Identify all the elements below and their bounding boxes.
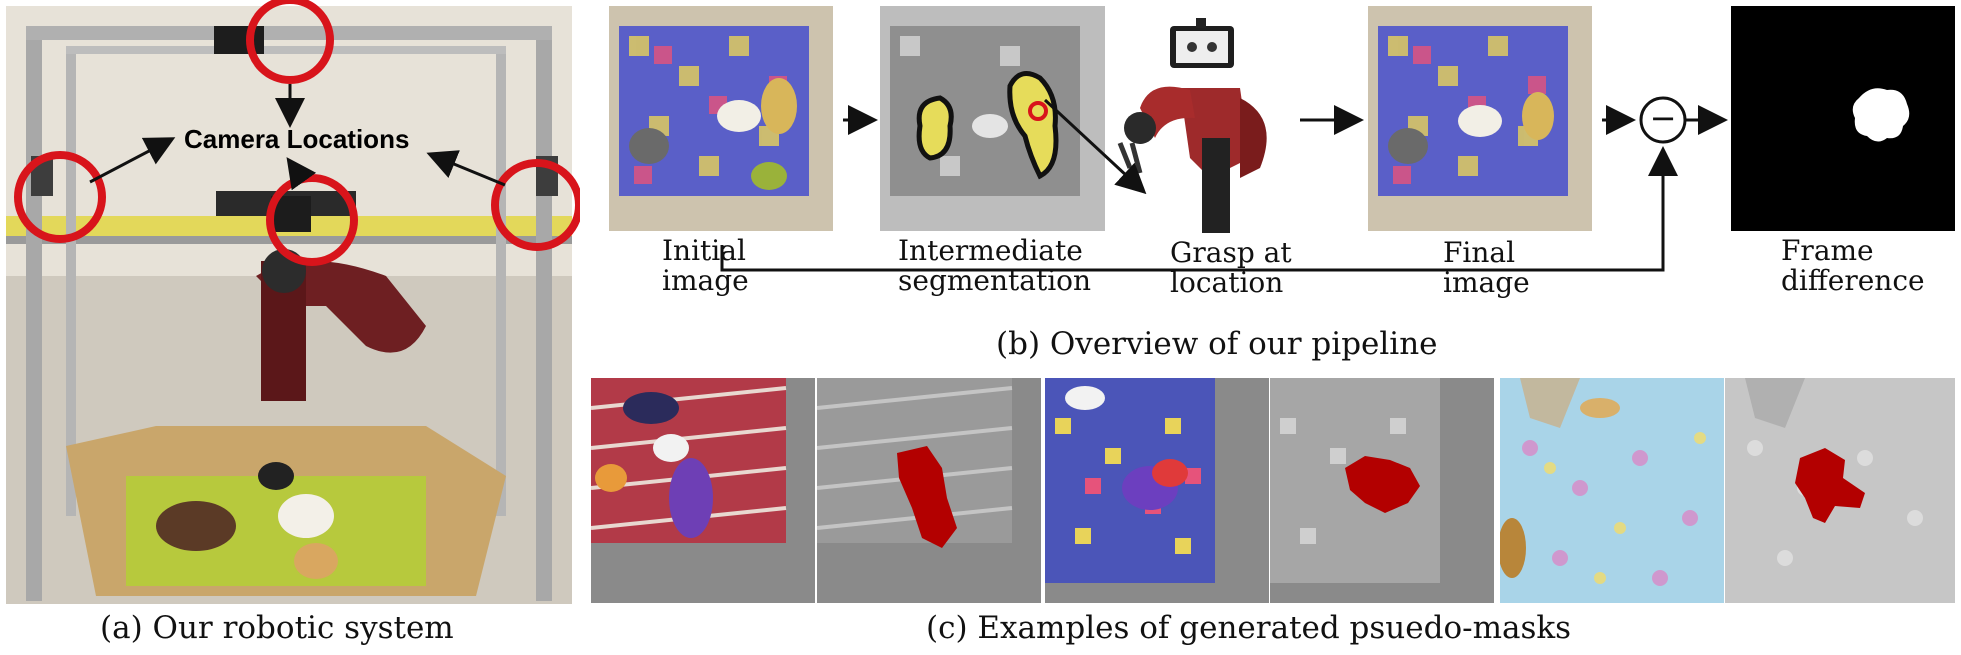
camera-circle-center <box>266 174 358 266</box>
example-3-mask <box>1725 378 1955 603</box>
camera-circle-top <box>246 0 334 84</box>
example-1-original <box>591 378 815 603</box>
initial-image-thumbnail <box>609 6 833 231</box>
minus-operator-icon <box>1639 96 1687 144</box>
camera-annotations <box>14 0 580 266</box>
step-label-final: Final image <box>1443 236 1530 299</box>
example-2-mask <box>1270 378 1494 603</box>
example-2-original <box>1045 378 1269 603</box>
intermediate-segmentation-thumbnail <box>880 6 1105 231</box>
camera-locations-label: Camera Locations <box>184 124 410 154</box>
robot-grasp-image <box>1110 18 1290 233</box>
arrow-segmentation-to-grasp <box>1043 98 1147 195</box>
feedback-line <box>720 146 1678 272</box>
example-3-original <box>1500 378 1724 603</box>
camera-circle-right <box>491 159 580 251</box>
caption-a: (a) Our robotic system <box>100 610 454 646</box>
camera-circle-left <box>14 151 106 243</box>
caption-b: (b) Overview of our pipeline <box>996 326 1438 362</box>
final-image-thumbnail <box>1368 6 1592 231</box>
pipeline-arrows <box>720 96 1728 272</box>
operator-symbol: − <box>1649 99 1677 137</box>
example-1-mask <box>817 378 1041 603</box>
step-label-initial: Initial image <box>662 234 749 297</box>
caption-c: (c) Examples of generated psuedo-masks <box>926 610 1572 646</box>
step-label-segmentation: Intermediate segmentation <box>898 234 1092 297</box>
step-label-difference: Frame difference <box>1781 234 1925 297</box>
step-label-grasp: Grasp at location <box>1170 236 1292 299</box>
frame-difference-image <box>1731 6 1955 231</box>
